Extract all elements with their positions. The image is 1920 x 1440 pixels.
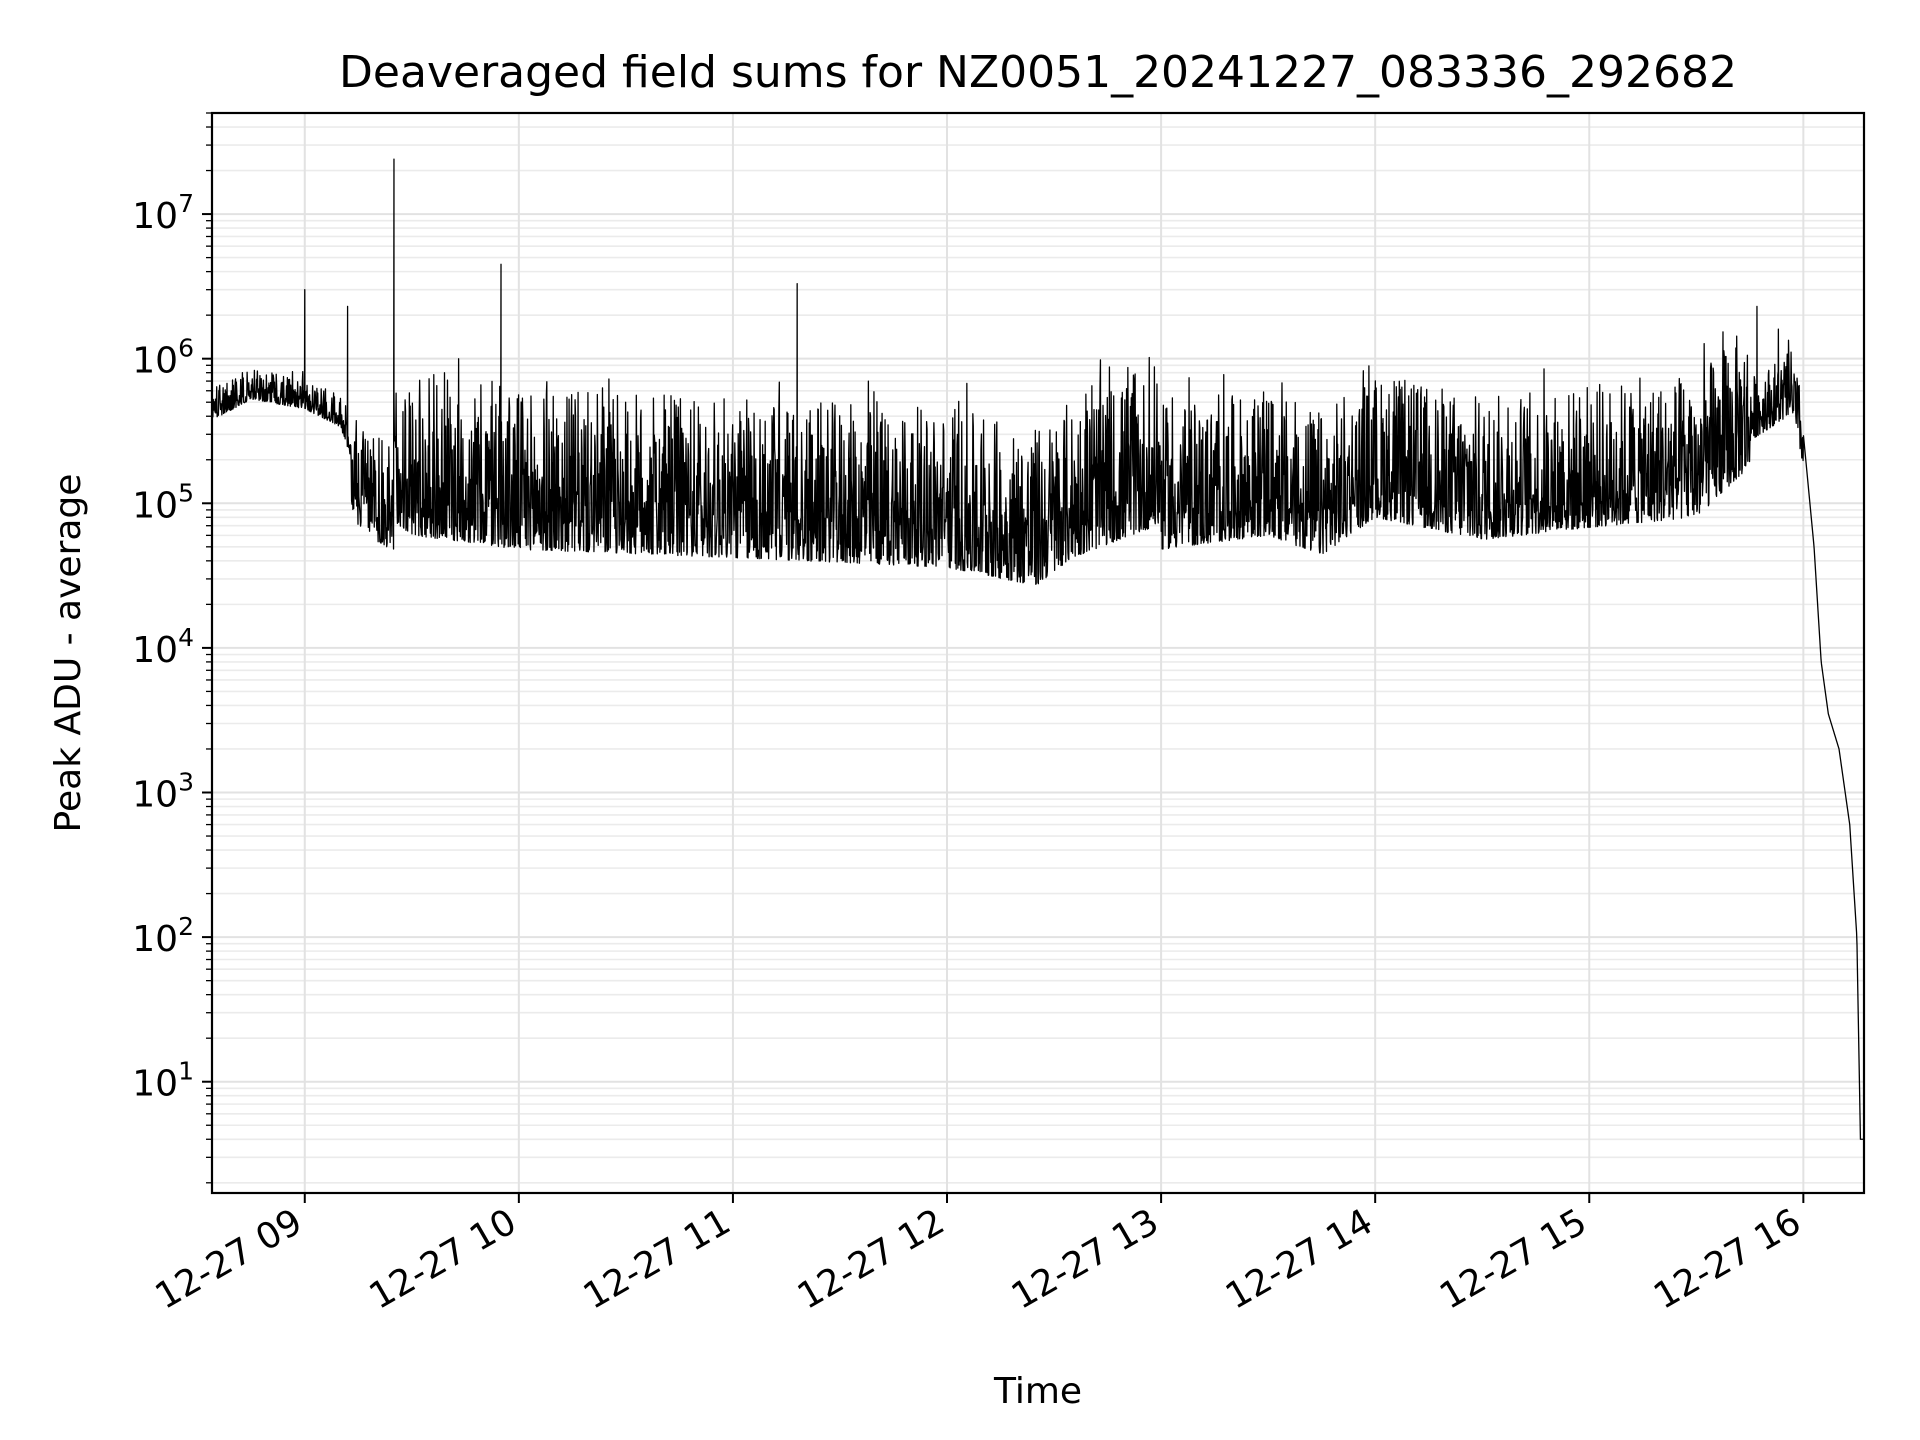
y-tick-label: 106 (132, 334, 194, 382)
x-axis-label: Time (993, 1371, 1082, 1412)
y-tick-label: 104 (132, 623, 194, 671)
y-tick-base: 10 (132, 630, 178, 671)
y-tick-base: 10 (132, 341, 178, 382)
y-tick-base: 10 (132, 485, 178, 526)
plot-frame (210, 111, 1866, 1195)
y-tick-label: 102 (132, 912, 194, 960)
y-tick-label: 101 (132, 1057, 194, 1105)
y-tick-base: 10 (132, 1064, 178, 1105)
y-tick-exponent: 1 (178, 1057, 194, 1086)
y-tick-exponent: 6 (178, 334, 194, 363)
series-line (211, 158, 1865, 1140)
y-tick-exponent: 5 (178, 478, 194, 507)
y-tick-base: 10 (132, 196, 178, 237)
y-tick-label: 105 (132, 478, 194, 526)
axis-ticks (202, 112, 1805, 1203)
series-layer (211, 158, 1865, 1140)
chart-title: Deaveraged field sums for NZ0051_2024122… (339, 47, 1737, 98)
y-tick-label: 107 (132, 189, 194, 237)
y-axis-label: Peak ADU - average (48, 474, 89, 833)
y-tick-exponent: 4 (178, 623, 194, 652)
grid-lines (212, 112, 1864, 1193)
y-tick-exponent: 2 (178, 912, 194, 941)
y-tick-exponent: 7 (178, 189, 194, 218)
y-tick-base: 10 (132, 919, 178, 960)
y-tick-label: 103 (132, 768, 194, 816)
y-tick-base: 10 (132, 775, 178, 816)
y-tick-exponent: 3 (178, 768, 194, 797)
